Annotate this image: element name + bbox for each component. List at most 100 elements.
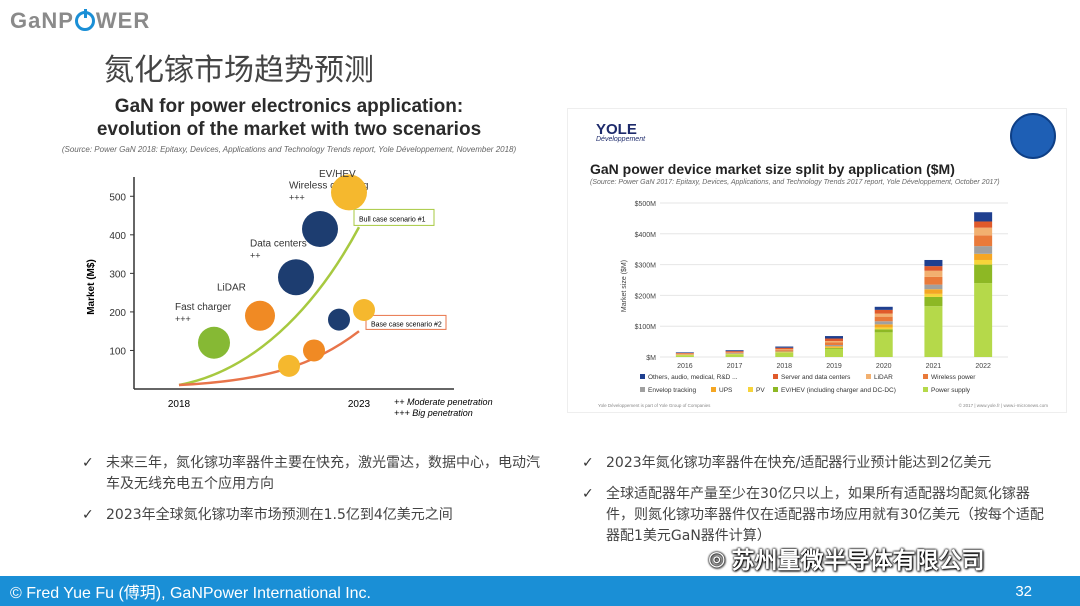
application-label: Data centers bbox=[250, 238, 307, 249]
y-axis-label: Market (M$) bbox=[86, 259, 97, 315]
y-tick-label: 400 bbox=[109, 231, 126, 242]
bar-segment bbox=[924, 306, 943, 357]
bar-segment bbox=[874, 306, 893, 310]
bar-segment bbox=[974, 246, 993, 254]
y-tick-label: 200 bbox=[109, 308, 126, 319]
bullet-text: 2023年氮化镓功率器件在快充/适配器行业预计能达到2亿美元 bbox=[606, 455, 992, 471]
y-axis-label: Market size ($M) bbox=[621, 260, 628, 312]
bar-segment bbox=[825, 348, 843, 349]
application-label: Wireless charging bbox=[289, 181, 368, 192]
x-tick-label: 2019 bbox=[826, 363, 842, 370]
bullet-item: ✓ 2023年氮化镓功率器件在快充/适配器行业预计能达到2亿美元 bbox=[582, 453, 1052, 474]
right-chart-panel: YOLE Développement GaN power device mark… bbox=[567, 108, 1067, 413]
bar-segment bbox=[874, 329, 893, 333]
yole-brand-sub: Développement bbox=[596, 136, 646, 143]
bar-segment bbox=[775, 349, 794, 351]
yole-logo: YOLE Développement bbox=[596, 121, 645, 143]
legend-swatch bbox=[748, 387, 753, 392]
legend-big: +++ Big penetration bbox=[394, 408, 473, 418]
scenario-label-bull: Bull case scenario #1 bbox=[359, 216, 426, 223]
bar-segment bbox=[874, 316, 893, 322]
bar-segment bbox=[825, 342, 843, 345]
bar-segment bbox=[775, 348, 794, 350]
right-chart-source: (Source: Power GaN 2017: Epitaxy, Device… bbox=[590, 179, 1000, 186]
legend-swatch bbox=[923, 374, 928, 379]
y-tick-label: 100 bbox=[109, 346, 126, 357]
application-bubble bbox=[245, 300, 275, 331]
y-tick-label: $M bbox=[646, 355, 656, 362]
application-penetration: +++ bbox=[289, 193, 305, 203]
bar-segment bbox=[924, 266, 943, 271]
y-tick-label: 500 bbox=[109, 192, 126, 203]
application-bubble-base bbox=[328, 308, 350, 331]
bar-segment bbox=[874, 321, 893, 325]
legend-label: Server and data centers bbox=[781, 374, 851, 381]
bar-segment bbox=[675, 355, 694, 357]
wechat-icon: ◎ bbox=[708, 546, 726, 570]
application-bubble bbox=[278, 259, 314, 296]
legend-label: Wireless power bbox=[931, 374, 976, 381]
bar-segment bbox=[924, 293, 943, 297]
x-tick-label: 2021 bbox=[926, 363, 942, 370]
x-tick-label: 2022 bbox=[975, 363, 991, 370]
bar-segment bbox=[924, 284, 943, 290]
globe-icon bbox=[1010, 113, 1056, 159]
application-label: Fast charger bbox=[175, 302, 232, 313]
bar-segment bbox=[874, 313, 893, 317]
x-tick-label: 2016 bbox=[677, 363, 693, 370]
application-bubble-base bbox=[353, 298, 375, 321]
bar-segment bbox=[974, 212, 993, 222]
check-icon: ✓ bbox=[82, 455, 94, 471]
application-bubble-base bbox=[278, 354, 300, 377]
bar-segment bbox=[874, 324, 893, 328]
bar-segment bbox=[974, 264, 993, 284]
bar-segment bbox=[825, 336, 843, 339]
legend-label: Envelop tracking bbox=[648, 387, 696, 394]
footer-bar: © Fred Yue Fu (傅玥), GaNPower Internation… bbox=[0, 576, 1080, 606]
legend-label: EV/HEV (including charger and DC-DC) bbox=[781, 387, 896, 394]
application-bubble bbox=[331, 174, 367, 211]
x-tick-label: 2018 bbox=[776, 363, 792, 370]
application-bubble bbox=[198, 326, 230, 359]
scenario-box-bull bbox=[353, 208, 435, 226]
bar-segment bbox=[775, 351, 794, 353]
company-logo: GaNP WER bbox=[10, 8, 150, 34]
bar-segment bbox=[974, 283, 993, 357]
logo-text-b: WER bbox=[95, 8, 151, 33]
left-bullets: ✓ 未来三年，氮化镓功率器件主要在快充，激光雷达，数据中心，电动汽车及无线充电五个… bbox=[82, 453, 552, 536]
bar-segment bbox=[825, 347, 843, 349]
legend-label: LiDAR bbox=[874, 374, 893, 381]
bar-segment bbox=[974, 221, 993, 228]
application-penetration: +++ bbox=[175, 314, 191, 324]
bar-segment bbox=[725, 352, 744, 354]
footer-copyright: © Fred Yue Fu (傅玥), GaNPower Internation… bbox=[10, 585, 371, 602]
bar-segment bbox=[675, 352, 694, 353]
bar-segment bbox=[825, 340, 843, 343]
y-tick-label: $100M bbox=[635, 324, 657, 331]
legend-swatch bbox=[640, 374, 645, 379]
stacked-bar-chart: $M $100M $200M $300M $400M $500M Market size (… bbox=[598, 201, 1048, 408]
left-chart-panel: GaN for power electronics application: e… bbox=[14, 95, 564, 425]
bar-segment bbox=[924, 270, 943, 277]
bullet-text: 2023年全球氮化镓功率市场预测在1.5亿到4亿美元之间 bbox=[106, 507, 453, 523]
series-line-bull bbox=[178, 226, 361, 387]
legend-swatch bbox=[773, 387, 778, 392]
x-tick-label: 2017 bbox=[727, 363, 743, 370]
legend-label: Others, audio, medical, R&D ... bbox=[648, 374, 738, 381]
right-chart-title: GaN power device market size split by ap… bbox=[590, 161, 955, 177]
bar-segment bbox=[775, 352, 794, 357]
bar-segment bbox=[725, 354, 744, 357]
bar-segment bbox=[825, 346, 843, 348]
bar-segment bbox=[725, 351, 744, 353]
logo-text-a: GaNP bbox=[10, 8, 74, 33]
bar-segment bbox=[924, 289, 943, 294]
bar-segment bbox=[725, 352, 744, 353]
bar-segment bbox=[974, 253, 993, 260]
bar-segment bbox=[924, 259, 943, 267]
legend-swatch bbox=[923, 387, 928, 392]
power-icon bbox=[74, 9, 95, 31]
bar-segment bbox=[825, 348, 843, 357]
bar-segment bbox=[725, 350, 744, 352]
slide-title: 氮化镓市场趋势预测 bbox=[104, 53, 374, 88]
application-label: EV/HEV bbox=[319, 169, 356, 180]
